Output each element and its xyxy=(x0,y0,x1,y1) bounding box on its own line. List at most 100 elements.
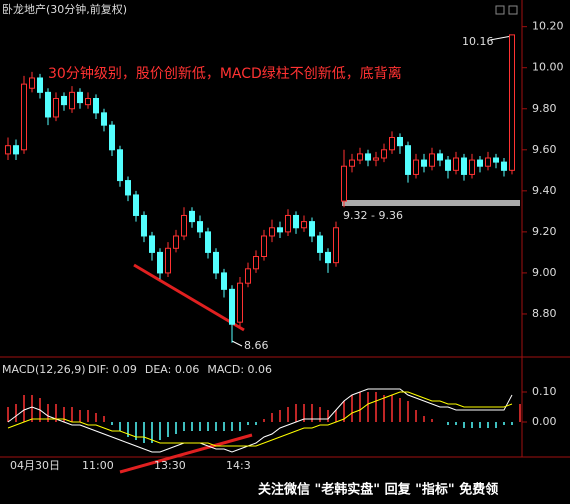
y-tick-label: 9.60 xyxy=(532,143,557,156)
candle-body xyxy=(197,221,203,233)
candle-body xyxy=(181,214,187,237)
indicator-line xyxy=(7,388,513,453)
candle-body xyxy=(245,268,251,284)
candle-body xyxy=(405,145,411,175)
legend-entry: MACD: 0.06 xyxy=(207,363,272,376)
legend-entry: DEA: 0.06 xyxy=(145,363,199,376)
low-label: 8.66 xyxy=(244,339,269,352)
x-tick-label: 04月30日 xyxy=(10,459,60,472)
candle-body xyxy=(285,214,291,233)
indicator-line xyxy=(7,391,513,447)
candle-body xyxy=(13,145,19,155)
candle-body xyxy=(397,136,403,147)
candle-body xyxy=(93,97,99,114)
candle-body xyxy=(301,221,307,229)
legend-entry: DIF: 0.09 xyxy=(88,363,137,376)
candle-body xyxy=(229,288,235,325)
y-tick-label: 10.00 xyxy=(532,61,564,74)
candle-body xyxy=(437,153,443,161)
candle-body xyxy=(101,112,107,126)
price-zone xyxy=(342,200,520,206)
watermark: 关注微信 "老韩实盘" 回复 "指标" 免费领 xyxy=(258,482,498,498)
candle-body xyxy=(277,227,283,233)
candle-body xyxy=(469,159,475,175)
candle-body xyxy=(453,157,459,171)
trend-line xyxy=(133,263,245,332)
candle-body xyxy=(253,256,259,270)
candle-body xyxy=(477,159,483,167)
y-tick-label: 9.00 xyxy=(532,266,557,279)
x-tick-label: 11:00 xyxy=(82,459,114,472)
candle-body xyxy=(293,214,299,229)
y-tick-label: 10.20 xyxy=(532,20,564,33)
pointer xyxy=(489,35,513,41)
zone-label: 9.32 - 9.36 xyxy=(343,209,403,222)
candle-body xyxy=(501,161,507,171)
candle-body xyxy=(69,91,75,110)
candle-body xyxy=(213,251,219,274)
pointer xyxy=(231,340,243,347)
y-tick-label: 9.40 xyxy=(532,184,557,197)
candle-body xyxy=(37,77,43,93)
candle-body xyxy=(157,251,163,274)
candle-body xyxy=(165,247,171,274)
candle-body xyxy=(349,159,355,167)
candle-body xyxy=(485,157,491,167)
trend-line xyxy=(119,433,253,474)
candle-body xyxy=(125,180,131,196)
candle-body xyxy=(493,157,499,163)
candle-body xyxy=(357,153,363,161)
candle-body xyxy=(173,235,179,249)
candle-body xyxy=(53,97,59,118)
candle-body xyxy=(109,124,115,151)
candle-body xyxy=(189,210,195,223)
candle-body xyxy=(5,145,11,155)
y-tick-label: 8.80 xyxy=(532,307,557,320)
candle-body xyxy=(445,159,451,171)
candle-body xyxy=(141,214,147,237)
candle-body xyxy=(317,235,323,253)
candle-body xyxy=(133,194,139,216)
x-tick-label: 13:30 xyxy=(154,459,186,472)
candle-body xyxy=(237,282,243,323)
candle-body xyxy=(117,149,123,182)
candle-body xyxy=(205,231,211,253)
candle-body xyxy=(325,251,331,264)
candle-body xyxy=(221,272,227,290)
icon[interactable] xyxy=(508,5,518,15)
candle-body xyxy=(389,136,395,151)
candle-body xyxy=(333,227,339,264)
y-tick-label: 0.00 xyxy=(532,415,557,428)
candle-body xyxy=(421,159,427,167)
candle-body xyxy=(461,157,467,175)
candle-body xyxy=(261,235,267,258)
candle-body xyxy=(45,91,51,118)
candle-body xyxy=(61,95,67,106)
candle-body xyxy=(365,153,371,161)
candle-body xyxy=(309,221,315,237)
candle-body xyxy=(85,97,91,106)
candle-body xyxy=(21,83,27,151)
candle-body xyxy=(149,235,155,253)
indicator-title: MACD(12,26,9) xyxy=(2,363,86,376)
y-tick-label: 9.80 xyxy=(532,102,557,115)
candle-body xyxy=(29,77,35,89)
x-tick-label: 14:3 xyxy=(226,459,251,472)
candle-body xyxy=(77,91,83,104)
high-label: 10.16 xyxy=(462,35,494,48)
candle-body xyxy=(381,149,387,159)
candle-body xyxy=(509,34,515,171)
chart-title: 卧龙地产(30分钟,前复权) xyxy=(2,2,127,16)
y-tick-label: 0.10 xyxy=(532,385,557,398)
icon[interactable] xyxy=(495,5,505,15)
annotation: 30分钟级别，股价创新低，MACD绿柱不创新低，底背离 xyxy=(48,65,402,82)
candle-body xyxy=(373,157,379,161)
y-tick-label: 9.20 xyxy=(532,225,557,238)
candle-body xyxy=(341,165,347,202)
candle-body xyxy=(413,159,419,175)
candle-body xyxy=(269,227,275,237)
candle-body xyxy=(429,153,435,167)
